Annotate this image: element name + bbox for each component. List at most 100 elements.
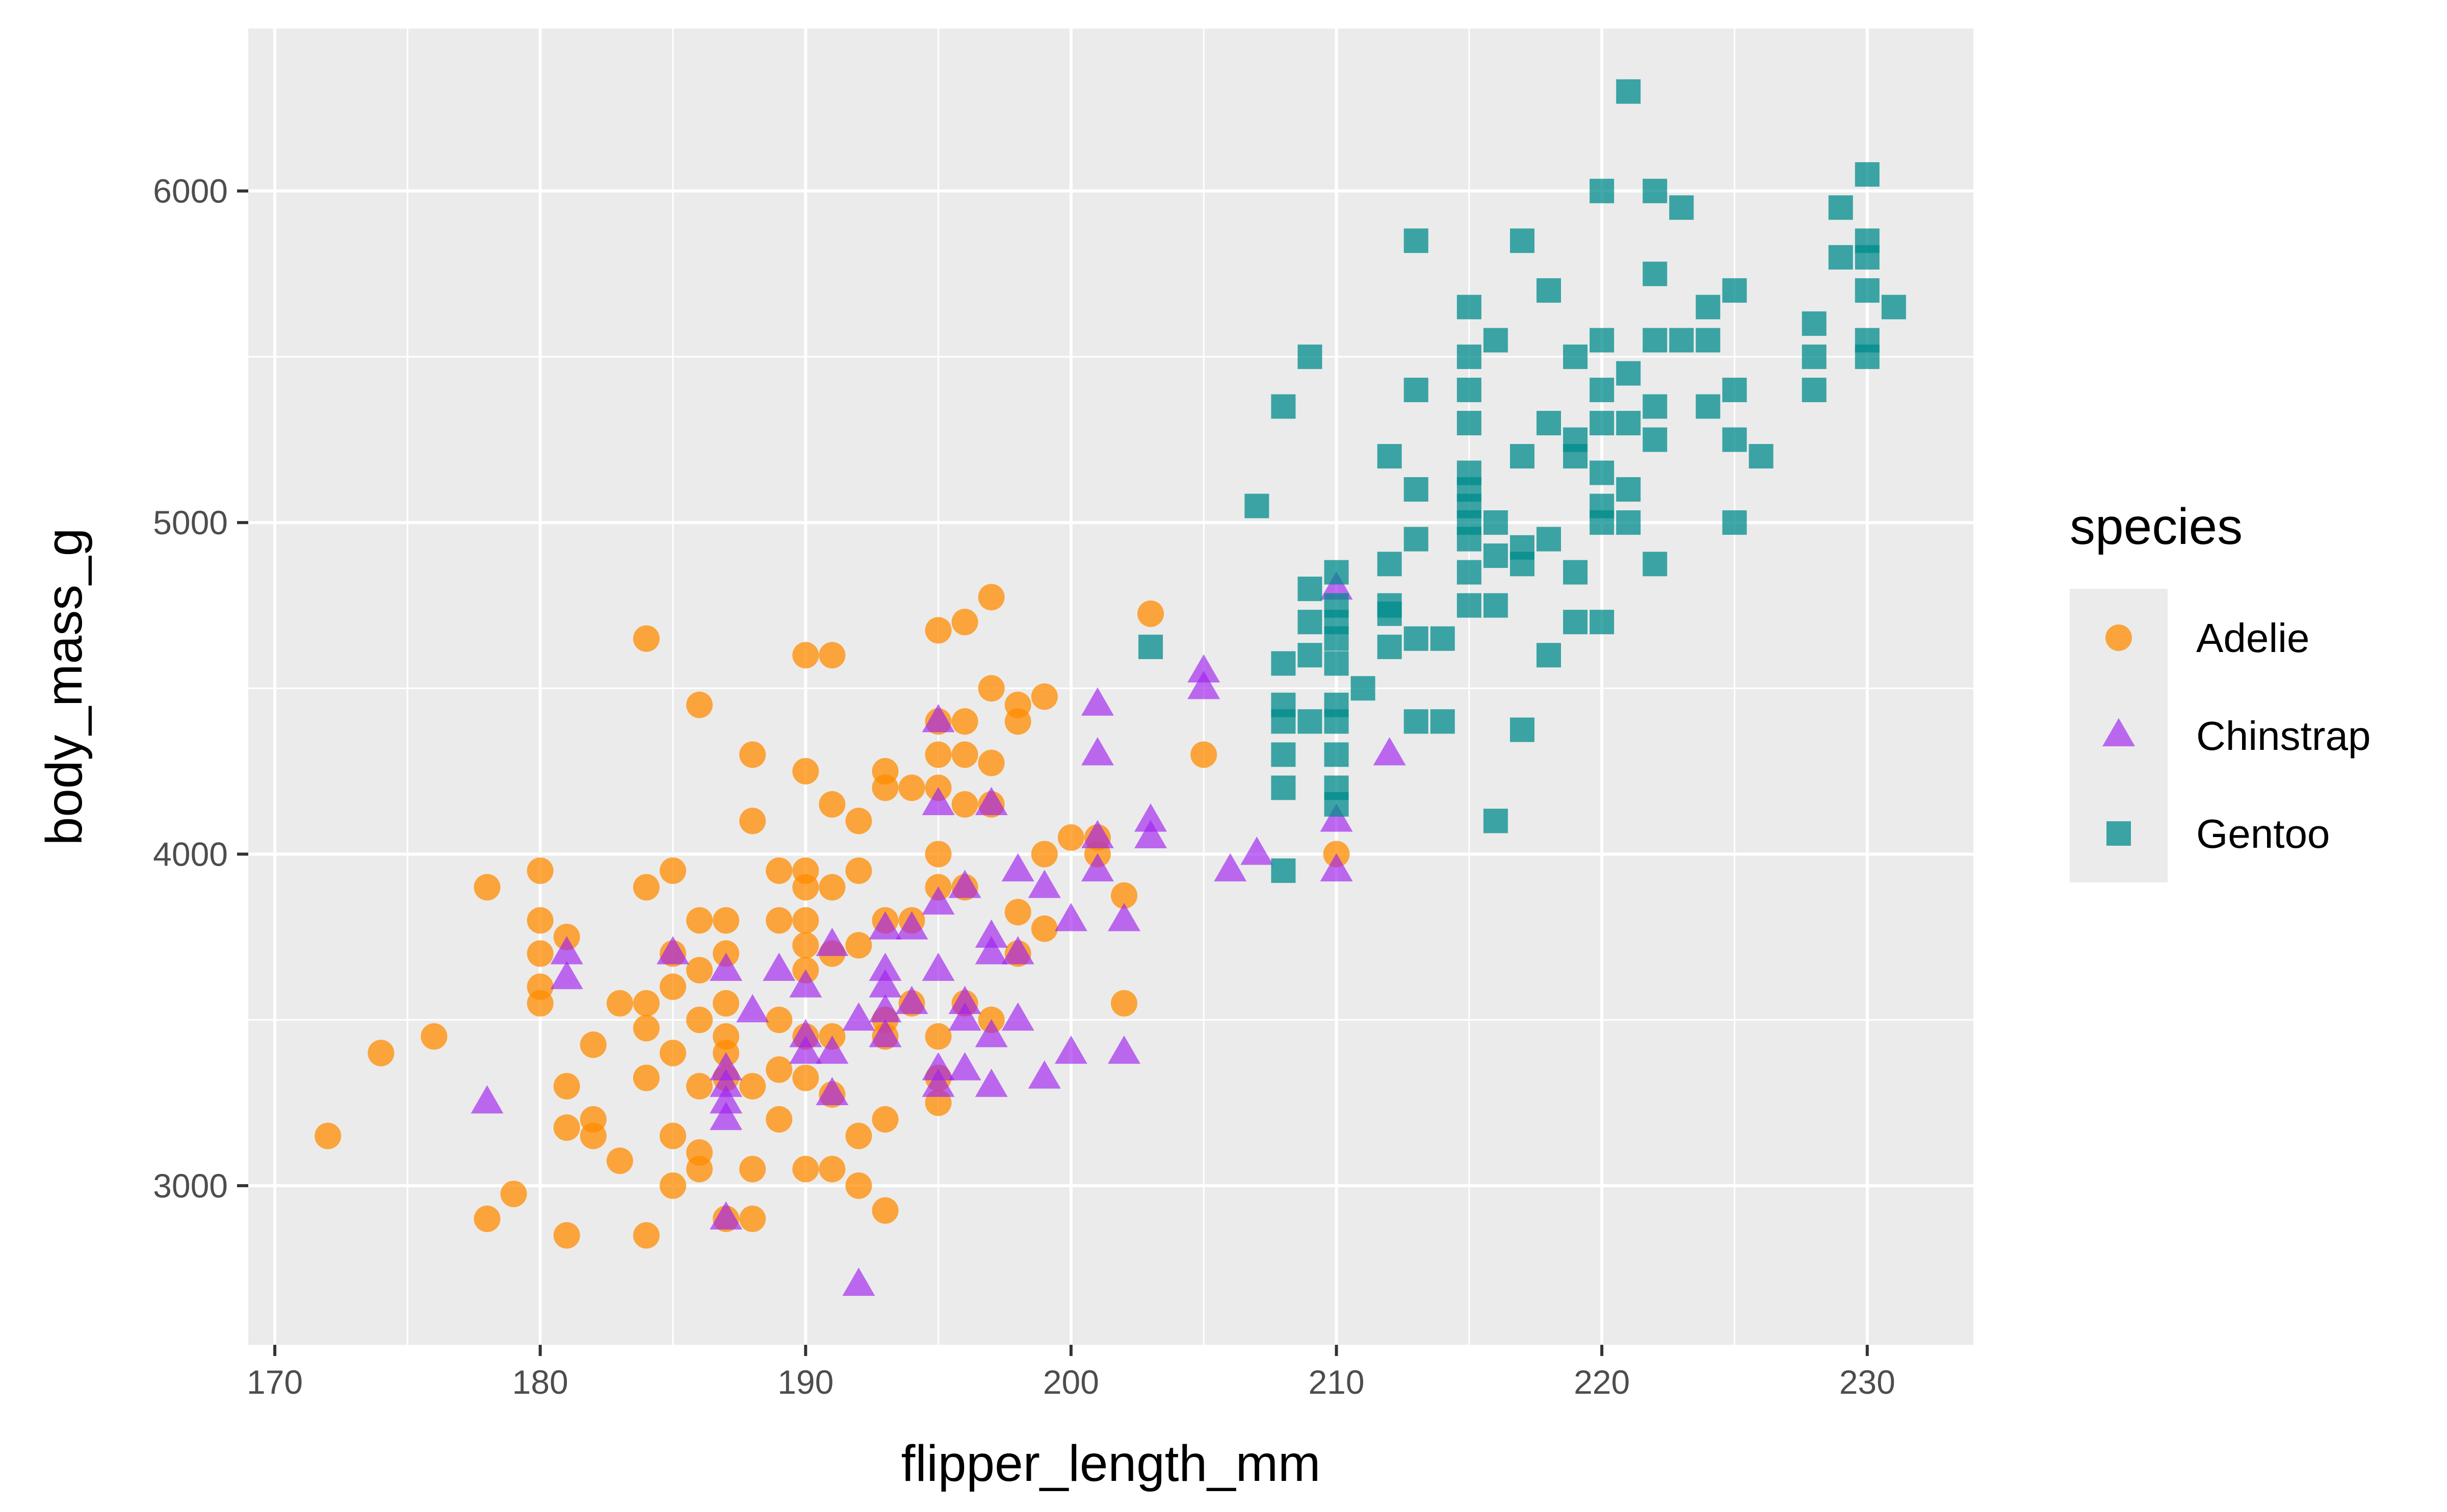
adelie-point <box>606 1148 633 1175</box>
adelie-point <box>527 857 554 884</box>
adelie-point <box>766 1106 793 1133</box>
gentoo-point <box>1749 444 1774 468</box>
gentoo-point <box>1643 328 1668 353</box>
gentoo-point <box>1271 709 1296 734</box>
gentoo-point <box>1430 626 1455 651</box>
chinstrap-point <box>816 1035 849 1064</box>
gentoo-point <box>1802 377 1827 402</box>
adelie-point <box>659 1039 686 1066</box>
chinstrap-point <box>1054 1035 1087 1064</box>
adelie-point <box>580 1123 607 1150</box>
chinstrap-point <box>1187 654 1220 683</box>
gentoo-point <box>1855 278 1880 303</box>
chinstrap-point <box>922 886 955 915</box>
chinstrap-point <box>789 969 822 998</box>
chinstrap-point <box>1134 803 1167 832</box>
adelie-point <box>978 584 1005 611</box>
gentoo-point <box>1377 634 1402 659</box>
gentoo-point <box>1456 527 1481 552</box>
adelie-point <box>1190 741 1217 768</box>
adelie-point <box>606 990 633 1017</box>
adelie-point <box>739 1073 766 1100</box>
gentoo-point <box>1483 593 1508 618</box>
chinstrap-point <box>869 1019 902 1048</box>
gentoo-point <box>1590 510 1615 535</box>
gentoo-point <box>1271 394 1296 419</box>
gentoo-point <box>1138 634 1163 659</box>
adelie-point <box>1031 841 1058 868</box>
adelie-point <box>739 1156 766 1183</box>
chinstrap-point <box>1320 803 1353 832</box>
chinstrap-point <box>842 1267 875 1296</box>
adelie-point <box>951 791 978 818</box>
chinstrap-point <box>1108 903 1141 931</box>
adelie-point <box>792 1064 819 1091</box>
gentoo-point <box>1271 858 1296 883</box>
adelie-point <box>659 1123 686 1150</box>
adelie-point <box>580 1031 607 1058</box>
adelie-point <box>925 1023 952 1050</box>
chinstrap-point <box>948 985 981 1014</box>
adelie-point <box>633 990 660 1017</box>
gentoo-point <box>1403 626 1428 651</box>
chinstrap-point <box>656 936 689 964</box>
gentoo-point <box>1855 162 1880 187</box>
adelie-point <box>633 1064 660 1091</box>
gentoo-point <box>1297 577 1322 602</box>
adelie-point <box>474 874 501 901</box>
adelie-point <box>766 907 793 934</box>
y-tick-label: 6000 <box>153 172 228 210</box>
gentoo-point <box>1324 792 1349 817</box>
y-tick-labels: 3000 4000 5000 6000 <box>153 172 228 1205</box>
gentoo-point <box>1643 427 1668 452</box>
adelie-point <box>845 1123 872 1150</box>
gentoo-point <box>1403 527 1428 552</box>
gentoo-point <box>1456 410 1481 435</box>
adelie-point <box>819 791 846 818</box>
chinstrap-point <box>550 960 583 989</box>
adelie-point <box>686 691 713 718</box>
gentoo-point <box>1722 377 1747 402</box>
gentoo-point <box>1324 626 1349 651</box>
gentoo-point <box>1271 775 1296 800</box>
gentoo-point <box>1590 328 1615 353</box>
adelie-point <box>368 1039 395 1066</box>
chinstrap-point <box>1214 853 1247 882</box>
gentoo-point <box>1590 610 1615 635</box>
chinstrap-point <box>1081 820 1114 848</box>
gentoo-point <box>1563 560 1588 585</box>
chinstrap-point <box>710 1201 743 1230</box>
adelie-point <box>978 749 1005 776</box>
chinstrap-point <box>975 787 1008 815</box>
adelie-point <box>686 957 713 984</box>
adelie-point <box>792 1156 819 1183</box>
chinstrap-point <box>948 1052 981 1081</box>
chinstrap-point <box>736 994 769 1023</box>
adelie-point <box>713 990 740 1017</box>
chinstrap-point <box>975 1019 1008 1048</box>
gentoo-point <box>1509 717 1534 742</box>
gentoo-point <box>1297 344 1322 369</box>
adelie-point <box>819 642 846 669</box>
gentoo-point <box>1563 344 1588 369</box>
chinstrap-point <box>922 1068 955 1097</box>
chinstrap-point <box>1187 670 1220 699</box>
data-points <box>315 79 1906 1296</box>
chinstrap-point <box>922 703 955 733</box>
gentoo-point <box>1537 643 1561 668</box>
x-tick-label: 200 <box>1043 1363 1099 1401</box>
gentoo-point <box>1324 651 1349 676</box>
adelie-point <box>925 841 952 868</box>
adelie-point <box>686 1006 713 1033</box>
adelie-point <box>1004 899 1031 926</box>
major-gridlines <box>248 29 1973 1345</box>
gentoo-point <box>1297 643 1322 668</box>
adelie-point <box>925 617 952 644</box>
adelie-point <box>792 758 819 785</box>
chinstrap-point <box>869 969 902 998</box>
gentoo-point <box>1802 344 1827 369</box>
y-axis-title: body_mass_g <box>36 528 93 846</box>
gentoo-point <box>1669 328 1694 353</box>
chinstrap-point <box>895 911 928 940</box>
gentoo-point <box>1509 552 1534 577</box>
